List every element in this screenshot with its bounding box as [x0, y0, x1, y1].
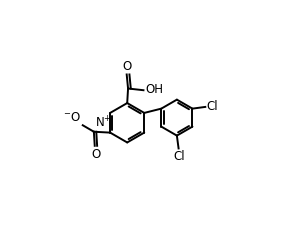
Text: $^{-}$O: $^{-}$O [63, 111, 81, 124]
Text: O: O [123, 60, 132, 73]
Text: Cl: Cl [174, 150, 185, 163]
Text: OH: OH [145, 83, 163, 96]
Text: N$^{+}$: N$^{+}$ [94, 115, 112, 130]
Text: Cl: Cl [206, 100, 218, 113]
Text: O: O [91, 148, 101, 161]
